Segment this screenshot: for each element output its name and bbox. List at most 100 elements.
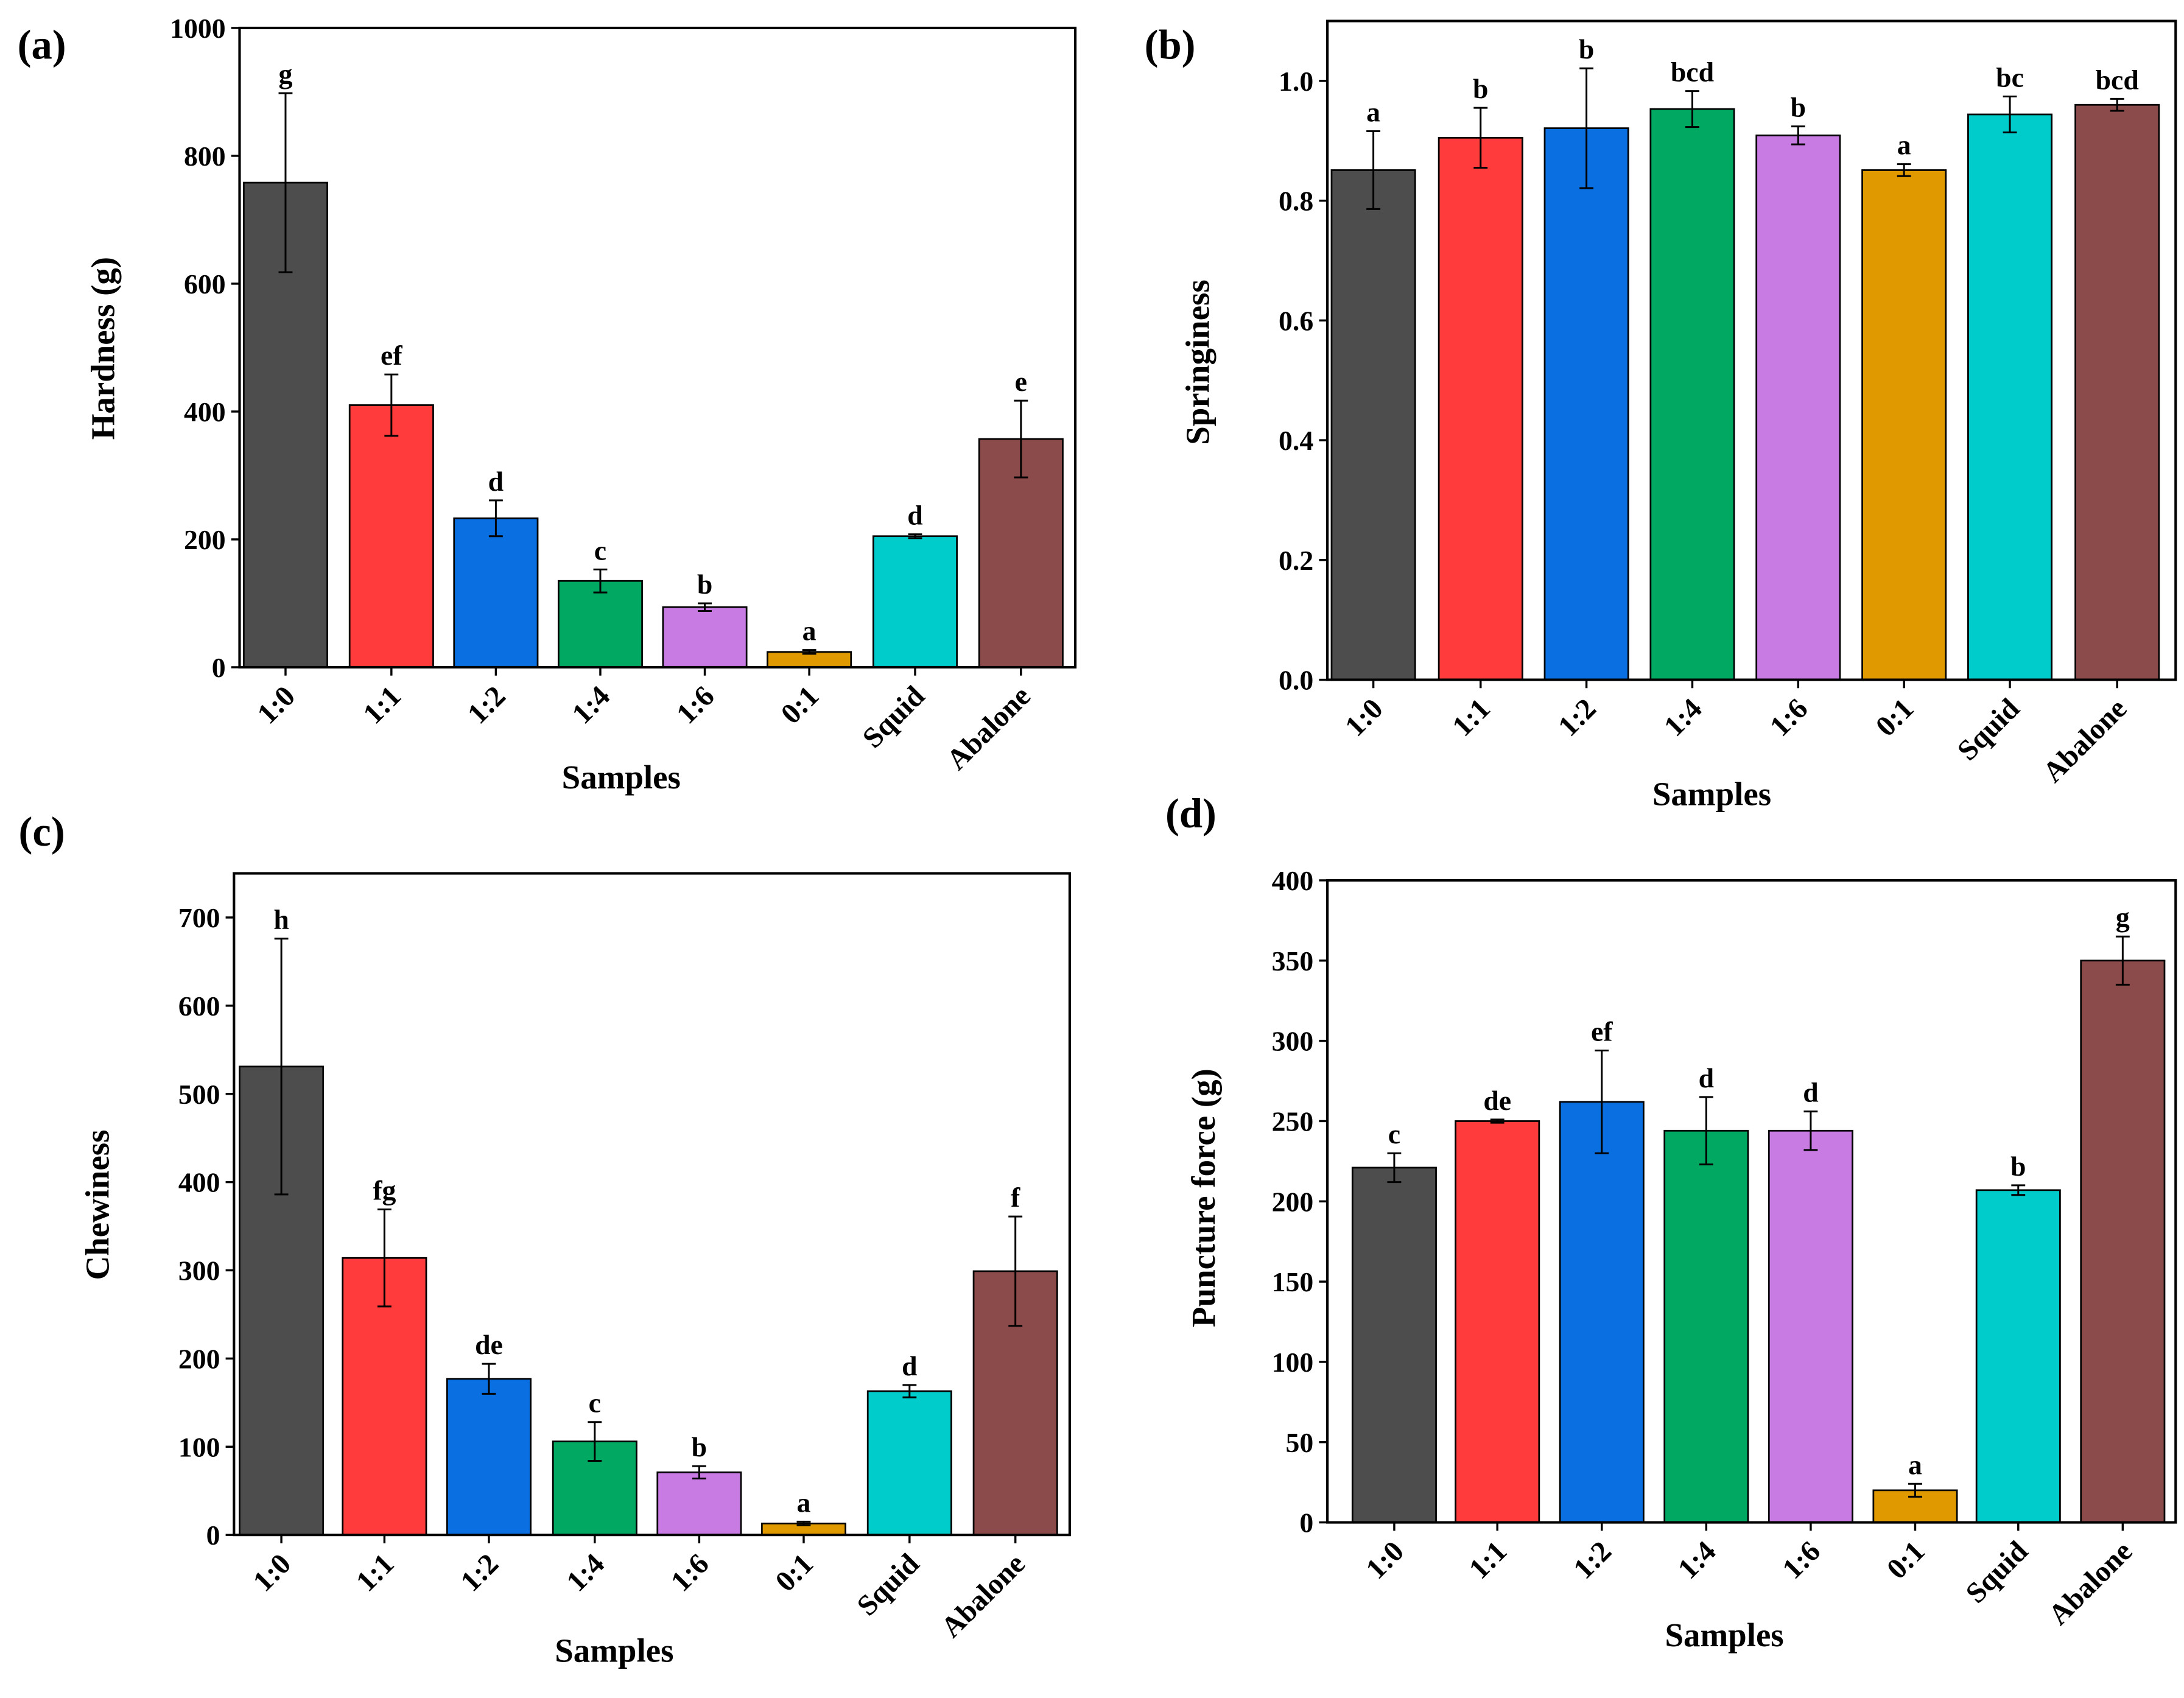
bar — [662, 606, 748, 668]
y-tick-label: 0 — [1299, 1507, 1313, 1538]
bar — [446, 1378, 532, 1536]
bar — [1649, 108, 1735, 681]
significance-letter: bc — [1996, 61, 2024, 93]
x-tick-label: 1:1 — [1463, 1535, 1514, 1585]
significance-letter: d — [1699, 1062, 1714, 1093]
y-tick-label: 100 — [1272, 1347, 1314, 1378]
significance-letter: c — [589, 1388, 601, 1419]
significance-letter: g — [279, 58, 293, 89]
y-tick-label: 200 — [184, 524, 226, 555]
y-tick-label: 0.6 — [1279, 305, 1313, 336]
plot-frame — [1326, 19, 2177, 681]
significance-letter: b — [2010, 1151, 2026, 1182]
significance-letter: d — [1803, 1077, 1818, 1108]
bar — [866, 1390, 952, 1536]
y-tick-label: 0.4 — [1279, 425, 1313, 456]
bar — [2080, 960, 2166, 1523]
y-tick-label: 500 — [178, 1079, 220, 1110]
x-tick-label: 0:1 — [1881, 1535, 1931, 1585]
y-tick-label: 250 — [1272, 1106, 1314, 1137]
chart-panel-b: a 1:0 b 1:1 b 1:2 bcd 1:4 b 1:6 a 0:1 bc Squid bcd Abal… — [1145, 19, 2177, 812]
significance-letter: a — [1897, 130, 1911, 161]
x-tick-label: 0:1 — [774, 680, 825, 731]
x-tick-label: Abalone — [2042, 1535, 2138, 1631]
y-axis-label: Puncture force (g) — [1185, 1068, 1222, 1327]
x-tick-label: 1:2 — [1567, 1535, 1618, 1585]
y-axis-label: Hardness (g) — [85, 257, 122, 440]
bar — [656, 1471, 742, 1536]
significance-letter: h — [273, 904, 289, 935]
x-tick-label: 1:4 — [566, 680, 616, 731]
significance-letter: a — [1366, 96, 1380, 127]
significance-letter: bcd — [1671, 57, 1714, 88]
significance-letter: bcd — [2096, 64, 2139, 95]
y-axis-label: Springiness — [1179, 279, 1217, 445]
x-tick-label: Abalone — [935, 1548, 1031, 1644]
significance-letter: fg — [373, 1175, 396, 1206]
x-tick-label: 1:4 — [1672, 1535, 1722, 1585]
x-tick-label: 1:1 — [350, 1548, 401, 1598]
x-tick-label: 1:6 — [670, 680, 721, 731]
y-tick-label: 150 — [1272, 1266, 1314, 1297]
x-tick-label: 1:2 — [1552, 692, 1603, 743]
significance-letter: g — [2116, 902, 2130, 933]
x-tick-label: Abalone — [941, 680, 1037, 776]
y-tick-label: 400 — [184, 396, 226, 427]
x-tick-label: 1:0 — [1339, 692, 1389, 743]
bar — [1559, 1101, 1645, 1523]
significance-letter: d — [907, 500, 922, 531]
bar — [1861, 169, 1947, 681]
x-axis-label: Samples — [1665, 1616, 1783, 1654]
x-tick-label: 1:6 — [1776, 1535, 1827, 1585]
significance-letter: c — [1388, 1118, 1400, 1149]
significance-letter: a — [802, 616, 816, 647]
x-tick-label: Squid — [857, 679, 932, 754]
plot-frame — [233, 872, 1071, 1537]
bar — [1975, 1189, 2061, 1523]
y-tick-label: 100 — [178, 1431, 220, 1462]
bar — [872, 535, 958, 668]
y-tick-label: 0.0 — [1279, 665, 1313, 696]
y-tick-label: 50 — [1285, 1427, 1313, 1458]
significance-letter: ef — [381, 340, 402, 371]
x-tick-label: 1:0 — [251, 680, 301, 731]
y-tick-label: 350 — [1272, 945, 1314, 977]
x-tick-label: Squid — [851, 1548, 925, 1623]
y-tick-label: 400 — [1272, 865, 1314, 896]
bar — [1768, 1129, 1853, 1523]
x-tick-label: Squid — [1959, 1535, 2034, 1610]
significance-letter: de — [475, 1329, 503, 1360]
panel-label: (c) — [19, 809, 65, 855]
y-tick-label: 200 — [1272, 1186, 1314, 1217]
x-tick-label: 1:2 — [454, 1548, 505, 1598]
significance-letter: b — [697, 569, 712, 600]
significance-letter: d — [902, 1350, 917, 1381]
significance-letter: b — [1579, 33, 1594, 65]
significance-letter: de — [1483, 1085, 1511, 1116]
x-tick-label: 1:1 — [1446, 692, 1497, 743]
y-axis-label: Chewiness — [79, 1129, 116, 1280]
significance-letter: a — [1908, 1449, 1922, 1480]
plot-frame — [238, 26, 1077, 669]
y-tick-label: 200 — [178, 1343, 220, 1374]
y-tick-label: 300 — [178, 1255, 220, 1286]
x-axis-label: Samples — [555, 1632, 673, 1669]
significance-letter: b — [1791, 92, 1806, 123]
x-tick-label: Abalone — [2037, 692, 2133, 788]
chart-panel-a: g 1:0 ef 1:1 d 1:2 c 1:4 b 1:6 a 0:1 d Squid e Abalone 0… — [18, 13, 1077, 796]
x-tick-label: 1:6 — [1764, 692, 1814, 743]
bar — [1755, 135, 1841, 681]
x-tick-label: Squid — [1951, 692, 2026, 767]
x-axis-label: Samples — [1652, 775, 1771, 812]
chart-panel-c: h 1:0 fg 1:1 de 1:2 c 1:4 b 1:6 a 0:1 d Squid f Abalone… — [19, 809, 1071, 1669]
x-tick-label: 1:0 — [247, 1548, 297, 1598]
y-tick-label: 0 — [206, 1520, 220, 1551]
y-tick-label: 600 — [184, 268, 226, 300]
panel-label: (b) — [1145, 21, 1196, 68]
panel-label: (d) — [1165, 790, 1217, 837]
x-tick-label: 1:4 — [1658, 692, 1708, 743]
significance-letter: e — [1015, 366, 1027, 397]
y-tick-label: 0 — [212, 652, 226, 683]
x-tick-label: 1:0 — [1360, 1535, 1410, 1585]
y-tick-label: 1.0 — [1279, 66, 1313, 97]
